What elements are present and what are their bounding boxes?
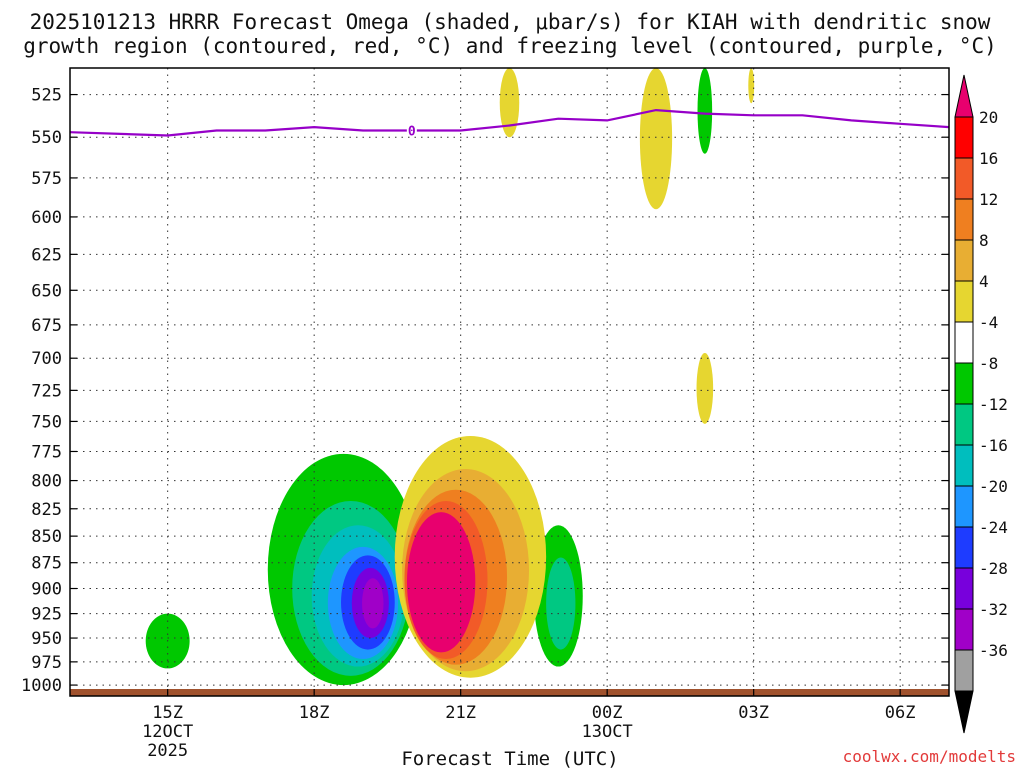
gridlines	[70, 68, 949, 696]
x-tick-sublabel-date: 12OCT	[142, 722, 193, 742]
y-tick-label: 825	[31, 500, 62, 520]
freezing-level: 0	[69, 108, 950, 140]
y-tick-label: 925	[31, 605, 62, 625]
x-tick-sublabel-date: 13OCT	[582, 722, 633, 742]
y-tick-label: 800	[31, 472, 62, 492]
omega-region-9	[546, 557, 576, 650]
omega-region-19	[748, 68, 755, 104]
chart-title-line1: 2025101213 HRRR Forecast Omega (shaded, …	[30, 10, 991, 34]
colorbar-level-label: -28	[979, 559, 1008, 578]
freezing-level-label-bg	[406, 122, 417, 137]
y-tick-label: 725	[31, 381, 62, 401]
colorbar-level-label: 8	[979, 231, 989, 250]
colorbar-level-label: -20	[979, 477, 1008, 496]
y-tick-label: 625	[31, 245, 62, 265]
colorbar-level-label: -32	[979, 600, 1008, 619]
x-tick-label: 21Z	[445, 703, 476, 723]
chart-title-line2: growth region (contoured, red, °C) and f…	[23, 34, 997, 58]
colorbar-swatch-11	[954, 567, 974, 610]
y-tick-label: 525	[31, 86, 62, 106]
colorbar-level-label: 20	[979, 108, 998, 127]
colorbar-level-label: -16	[979, 436, 1008, 455]
y-tick-label: 650	[31, 281, 62, 301]
colorbar-level-label: -36	[979, 641, 1008, 660]
colorbar-level-label: 4	[979, 272, 989, 291]
colorbar-swatch-10	[954, 526, 974, 569]
omega-region-16	[499, 68, 520, 138]
colorbar-swatch-1	[954, 157, 974, 200]
colorbar-swatch-5	[954, 321, 974, 364]
colorbar-swatch-9	[954, 485, 974, 528]
plot-frame	[69, 67, 950, 697]
y-tick-label: 950	[31, 629, 62, 649]
y-tick-label: 575	[31, 169, 62, 189]
x-tick-label: 03Z	[738, 703, 769, 723]
omega-region-7	[362, 578, 384, 629]
y-tick-label: 550	[31, 128, 62, 148]
colorbar-swatch-7	[954, 403, 974, 446]
colorbar-bottom-arrow	[954, 690, 974, 734]
colorbar-swatch-8	[954, 444, 974, 487]
omega-region-17	[639, 68, 673, 210]
colorbar-level-label: 12	[979, 190, 998, 209]
y-axis: 525 550 575 600 625 650 675 700 725 750 775 800 825 8…	[21, 86, 949, 696]
colorbar-swatch-13	[954, 649, 974, 692]
y-tick-label: 700	[31, 349, 62, 369]
colorbar: 20 16 12 8 4 -4 -8 -12 -16 -20 -24 -28 -32 -36	[954, 74, 1008, 734]
y-tick-label: 875	[31, 554, 62, 574]
y-tick-label: 850	[31, 527, 62, 547]
omega-region-15	[406, 512, 476, 653]
colorbar-swatch-12	[954, 608, 974, 651]
y-tick-label: 775	[31, 442, 62, 462]
y-tick-label: 750	[31, 412, 62, 432]
colorbar-swatch-4	[954, 280, 974, 323]
omega-region-18	[696, 352, 714, 424]
colorbar-level-label: -4	[979, 313, 998, 332]
y-tick-label: 1000	[21, 676, 62, 696]
y-tick-label: 675	[31, 316, 62, 336]
x-tick-label: 00Z	[592, 703, 623, 723]
colorbar-swatch-2	[954, 198, 974, 241]
freezing-level-line	[69, 108, 950, 137]
y-tick-label: 900	[31, 580, 62, 600]
colorbar-top-arrow	[954, 74, 974, 118]
x-tick-sublabel-year: 2025	[147, 741, 188, 761]
freezing-level-label: 0	[408, 125, 416, 140]
colorbar-swatch-0	[954, 116, 974, 159]
colorbar-level-label: -8	[979, 354, 998, 373]
colorbar-swatch-6	[954, 362, 974, 405]
y-tick-label: 600	[31, 208, 62, 228]
x-tick-label: 06Z	[885, 703, 916, 723]
omega-region-10	[697, 68, 713, 154]
x-axis-label: Forecast Time (UTC)	[401, 748, 618, 768]
colorbar-level-label: 16	[979, 149, 998, 168]
y-tick-label: 975	[31, 653, 62, 673]
x-tick-label: 18Z	[299, 703, 330, 723]
terrain-strip	[70, 689, 949, 696]
colorbar-level-label: -12	[979, 395, 1008, 414]
plot-area	[70, 68, 949, 696]
credit-link[interactable]: coolwx.com/modelts	[843, 747, 1016, 766]
colorbar-level-label: -24	[979, 518, 1008, 537]
x-tick-label: 15Z	[152, 703, 183, 723]
colorbar-swatch-3	[954, 239, 974, 282]
